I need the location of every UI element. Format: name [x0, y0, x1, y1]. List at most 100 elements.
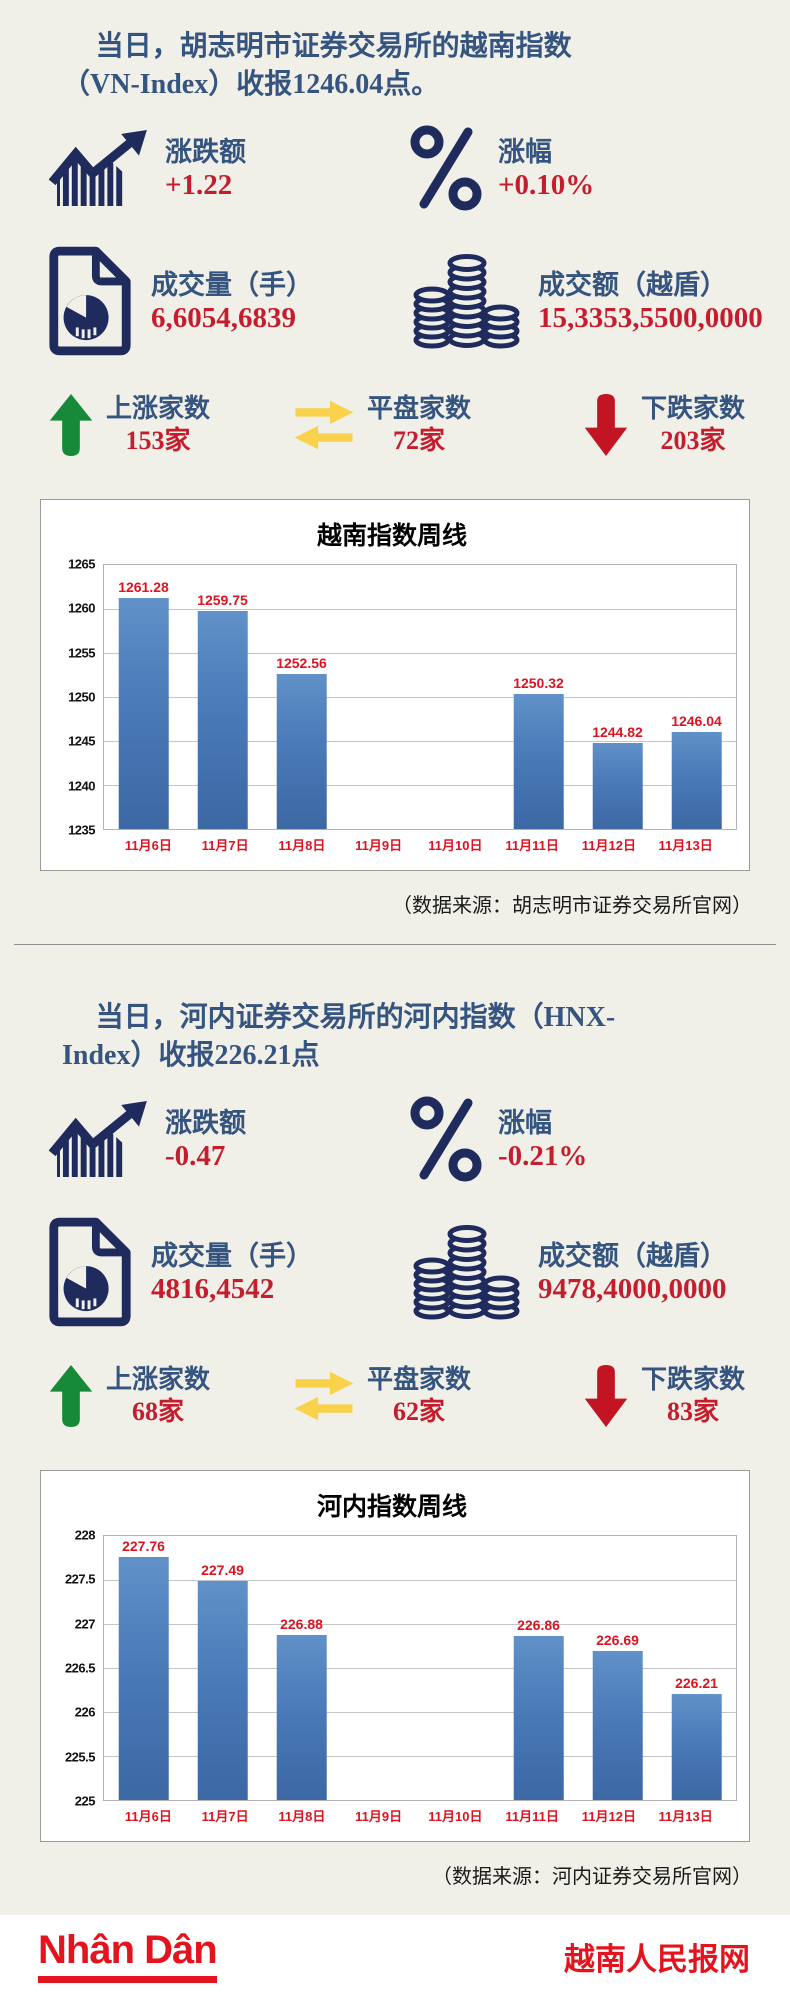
bar-value-label: 1259.75 — [197, 592, 248, 609]
stat-value: 9478,4000,0000 — [538, 1272, 727, 1305]
stats-grid: 涨跌额 +1.22 涨幅 +0.10% 成交量（手） 6,6054,6839 — [0, 124, 790, 356]
chart-bar — [118, 597, 169, 829]
x-tick-label: 11月8日 — [278, 1809, 326, 1824]
y-tick-label: 1265 — [68, 556, 95, 572]
coins-icon — [410, 251, 522, 351]
hnx-index-weekly-chart: 河内指数周线 228 227.5 227 226.5 226 225.5 225 227.7… — [40, 1470, 750, 1842]
y-tick-label: 1245 — [68, 733, 95, 749]
title-line: （VN-Index）收报1246.04点。 — [62, 69, 440, 100]
down-arrow-icon — [583, 393, 629, 457]
advancers-stat: 上涨家数 153家 — [48, 392, 293, 457]
stat-value: 15,3353,5500,0000 — [538, 301, 763, 334]
stat-value: 72家 — [393, 426, 446, 455]
gridline — [104, 653, 736, 654]
x-tick-label: 11月13日 — [658, 838, 713, 853]
title-line: Index）收报226.21点 — [62, 1040, 320, 1071]
bar-value-label: 226.21 — [675, 1674, 718, 1691]
stat-label: 成交额（越盾） — [538, 269, 727, 300]
gridline — [104, 1580, 736, 1581]
section-title: 当日，胡志明市证券交易所的越南指数 （VN-Index）收报1246.04点。 — [0, 0, 790, 104]
x-axis: 11月6日 11月7日 11月8日 11月9日 11月10日 11月11日 11月12日 11… — [110, 1806, 724, 1827]
bar-value-label: 226.69 — [596, 1632, 639, 1649]
chart-bar — [671, 1693, 722, 1800]
y-tick-label: 1255 — [68, 645, 95, 661]
volume-doc-icon — [45, 1217, 135, 1327]
chart-bar — [276, 1634, 327, 1800]
down-arrow-icon — [583, 1364, 629, 1428]
y-tick-label: 226.5 — [64, 1660, 96, 1676]
advancers-stat: 上涨家数 68家 — [48, 1363, 293, 1428]
gridline — [104, 1624, 736, 1625]
y-axis: 228 227.5 227 226.5 226 225.5 225 — [47, 1528, 103, 1809]
stat-label: 上涨家数 — [106, 1364, 211, 1394]
flat-arrows-icon — [293, 1368, 355, 1424]
change-percent-stat: 涨幅 +0.10% — [410, 124, 790, 212]
stat-value: 4816,4542 — [151, 1272, 275, 1305]
title-line: 当日，河内证券交易所的河内指数（HNX- — [95, 1002, 616, 1033]
y-tick-label: 227.5 — [64, 1571, 96, 1587]
y-tick-label: 225 — [74, 1793, 96, 1809]
y-tick-label: 1260 — [68, 600, 95, 616]
section-divider — [14, 944, 776, 945]
bar-value-label: 226.86 — [517, 1617, 560, 1634]
stat-label: 成交量（手） — [151, 1240, 313, 1271]
stat-value: 6,6054,6839 — [151, 301, 296, 334]
stat-value: 153家 — [125, 426, 191, 455]
stat-label: 涨跌额 — [165, 1107, 246, 1138]
stat-value: +0.10% — [498, 168, 595, 201]
y-tick-label: 226 — [74, 1704, 96, 1720]
y-tick-label: 1235 — [68, 822, 95, 838]
stat-label: 涨幅 — [498, 1107, 552, 1138]
footer: Nhân Dân 越南人民报网 — [0, 1915, 790, 1997]
stat-label: 成交量（手） — [151, 269, 313, 300]
decliners-stat: 下跌家数 203家 — [583, 392, 790, 457]
chart-bar — [592, 742, 643, 829]
stat-value: 68家 — [132, 1397, 185, 1426]
unchanged-stat: 平盘家数 72家 — [293, 392, 583, 457]
gridline — [104, 1712, 736, 1713]
gridline — [104, 697, 736, 698]
trend-chart-icon — [45, 1100, 149, 1179]
decliners-stat: 下跌家数 83家 — [583, 1363, 790, 1428]
turnover-stat: 成交额（越盾） 9478,4000,0000 — [410, 1222, 790, 1322]
chart-title: 河内指数周线 — [316, 1494, 467, 1521]
change-percent-stat: 涨幅 -0.21% — [410, 1095, 790, 1183]
x-tick-label: 11月7日 — [201, 1809, 249, 1824]
change-amount-stat: 涨跌额 +1.22 — [45, 129, 410, 208]
stat-value: +1.22 — [165, 168, 233, 201]
bar-value-label: 1261.28 — [118, 578, 169, 595]
vn-index-weekly-chart: 越南指数周线 1265 1260 1255 1250 1245 1240 1235 1261… — [40, 499, 750, 871]
stat-label: 成交额（越盾） — [538, 1240, 727, 1271]
chart-bar — [513, 694, 564, 829]
trend-chart-icon — [45, 129, 149, 208]
x-tick-label: 11月10日 — [428, 1809, 483, 1824]
y-tick-label: 1240 — [68, 778, 95, 794]
breadth-grid: 上涨家数 68家 平盘家数 62家 下跌家数 83家 — [0, 1363, 790, 1428]
bar-value-label: 1250.32 — [513, 675, 564, 692]
title-line: 当日，胡志明市证券交易所的越南指数 — [95, 31, 572, 62]
gridline — [104, 1668, 736, 1669]
chart-bar — [592, 1651, 643, 1800]
stat-label: 平盘家数 — [367, 1364, 472, 1394]
x-tick-label: 11月9日 — [355, 838, 403, 853]
x-tick-label: 11月8日 — [278, 838, 326, 853]
x-tick-label: 11月11日 — [505, 1809, 559, 1824]
site-name: 越南人民报网 — [564, 1941, 750, 1977]
gridline — [104, 785, 736, 786]
stat-label: 平盘家数 — [367, 393, 472, 423]
x-axis: 11月6日 11月7日 11月8日 11月9日 11月10日 11月11日 11月12日 11… — [110, 835, 724, 856]
chart-bar — [118, 1557, 169, 1800]
x-tick-label: 11月6日 — [124, 1809, 172, 1824]
stat-label: 涨幅 — [498, 136, 552, 167]
bar-value-label: 226.88 — [280, 1615, 323, 1632]
stats-grid: 涨跌额 -0.47 涨幅 -0.21% 成交量（手） 4816,4542 — [0, 1095, 790, 1327]
x-tick-label: 11月12日 — [581, 838, 636, 853]
stat-label: 下跌家数 — [641, 1364, 746, 1394]
bar-value-label: 227.76 — [122, 1538, 165, 1555]
bar-value-label: 1252.56 — [276, 655, 327, 672]
chart-bar — [197, 611, 248, 829]
x-tick-label: 11月6日 — [124, 838, 172, 853]
unchanged-stat: 平盘家数 62家 — [293, 1363, 583, 1428]
x-tick-label: 11月7日 — [201, 838, 249, 853]
hnx-index-section: 当日，河内证券交易所的河内指数（HNX- Index）收报226.21点 涨跌额… — [0, 971, 790, 1889]
